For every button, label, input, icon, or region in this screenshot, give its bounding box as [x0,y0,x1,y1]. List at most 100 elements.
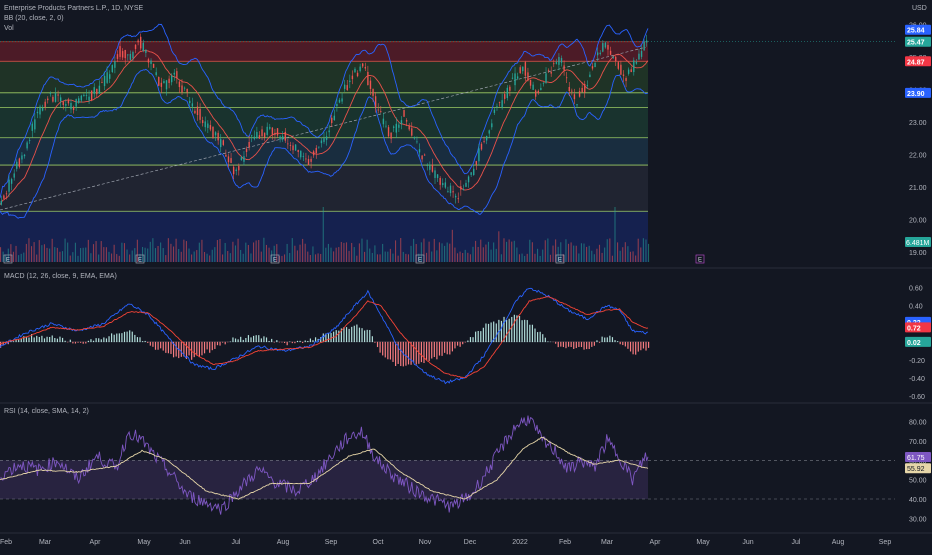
volume-bar [390,249,391,262]
macd-value-label: 0.02 [907,340,921,347]
macd-hist-bar [441,342,442,356]
volume-bar [88,240,89,262]
candle-body [514,73,515,85]
volume-bar [643,238,644,262]
candle-body [148,59,149,62]
candle-body [44,102,45,107]
volume-bar [330,248,331,262]
candle-body [310,159,311,162]
x-tick-label: May [137,539,151,546]
volume-bar [545,240,546,262]
volume-bar [571,242,572,262]
volume-bar [204,252,205,262]
volume-bar [18,255,19,262]
macd-hist-bar [491,322,492,342]
macd-hist-bar [483,328,484,342]
volume-bar [80,248,81,262]
macd-hist-bar [436,342,437,359]
macd-hist-bar [421,342,422,362]
candle-body [132,52,133,58]
candle-body [623,75,624,76]
volume-bar [604,248,605,262]
volume-bar [410,246,411,262]
macd-hist-bar [545,338,546,342]
macd-hist-bar [390,342,391,360]
macd-hist-bar [514,315,515,342]
volume-bar [431,252,432,262]
candle-body [236,170,237,171]
volume-bar [248,245,249,262]
rsi-tick-label: 30.00 [909,516,927,523]
macd-hist-bar [423,342,424,363]
candle-body [282,136,283,139]
volume-bar [292,238,293,262]
volume-bar [116,254,117,262]
macd-hist-bar [534,329,535,343]
macd-hist-bar [258,335,259,342]
candle-body [388,127,389,136]
candle-body [179,82,180,87]
volume-bar [3,252,4,262]
x-tick-label: Feb [0,539,12,546]
macd-hist-bar [602,337,603,342]
volume-bar [498,231,499,262]
x-tick-label: Jun [742,539,753,546]
macd-hist-bar [289,342,290,343]
volume-bar [506,242,507,262]
volume-bar [633,251,634,262]
volume-bar [472,247,473,262]
macd-hist-bar [155,342,156,350]
volume-bar [173,247,174,262]
candle-body [83,95,84,96]
candle-body [520,67,521,73]
candle-body [452,191,453,192]
macd-hist-bar [387,342,388,359]
macd-hist-bar [475,332,476,342]
macd-hist-bar [147,342,148,343]
volume-bar [150,242,151,262]
macd-hist-bar [266,337,267,342]
candle-body [365,67,366,69]
macd-hist-bar [13,341,14,342]
candle-body [450,186,451,193]
candle-body [427,165,428,166]
candle-body [633,60,634,72]
candle-body [587,85,588,86]
macd-hist-bar [532,325,533,342]
volume-bar [462,253,463,262]
volume-bar [625,242,626,262]
volume-bar [452,230,453,262]
macd-hist-bar [485,323,486,342]
macd-hist-bar [157,342,158,350]
volume-bar [129,255,130,262]
volume-bar [436,250,437,262]
candle-body [174,73,175,75]
candle-body [65,104,66,106]
candle-body [628,70,629,74]
volume-bar [359,243,360,262]
macd-hist-bar [607,337,608,342]
candle-body [618,62,619,69]
candle-body [225,155,226,157]
macd-hist-bar [612,337,613,342]
volume-bar [119,256,120,262]
macd-hist-bar [212,342,213,350]
volume-bar [338,247,339,262]
macd-hist-bar [431,342,432,359]
volume-bar [85,248,86,262]
macd-hist-bar [400,342,401,366]
volume-bar [10,244,11,262]
macd-hist-bar [168,342,169,353]
macd-hist-bar [454,342,455,349]
candle-body [370,81,371,89]
candle-body [439,178,440,185]
rsi-legend: RSI (14, close, SMA, 14, 2) [4,407,89,416]
macd-hist-bar [139,337,140,342]
volume-bar [21,254,22,262]
candle-body [267,127,268,135]
volume-bar [614,207,615,262]
candle-body [403,110,404,117]
macd-hist-bar [292,342,293,343]
macd-hist-bar [547,341,548,342]
